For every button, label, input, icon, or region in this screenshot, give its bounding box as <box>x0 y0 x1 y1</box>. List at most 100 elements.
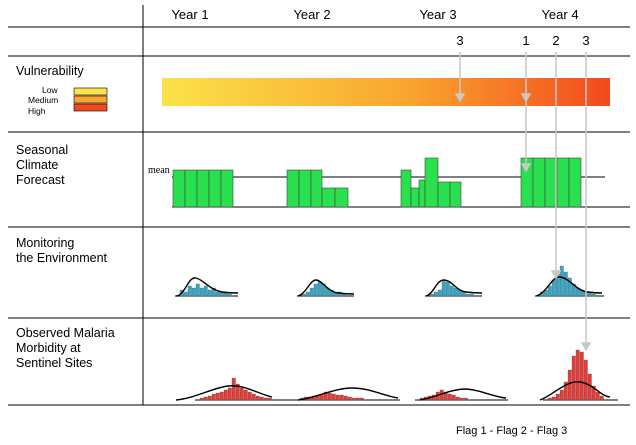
flag-number-2: 2 <box>552 33 560 48</box>
histogram-bar <box>267 397 272 401</box>
histogram-bar <box>259 396 264 401</box>
histogram-bar <box>555 393 560 401</box>
histogram-bar <box>571 355 576 401</box>
flag-arrowhead-3-year3 <box>454 93 466 103</box>
histogram-bar <box>227 293 232 297</box>
histogram-bar <box>335 394 340 401</box>
forecast-bar <box>418 179 426 208</box>
density-curve <box>539 381 611 401</box>
histogram-bar <box>263 397 268 401</box>
forecast-bar <box>556 157 570 208</box>
histogram-bar <box>327 392 332 401</box>
histogram-bar <box>443 391 448 401</box>
flags-footer: Flag 1 - Flag 2 - Flag 3 <box>456 425 568 437</box>
histogram-bar <box>251 393 256 401</box>
year-2-header: Year 2 <box>293 7 331 22</box>
flag-arrowhead-1-lower <box>520 163 532 173</box>
vulnerability-gradient-bar <box>162 78 610 106</box>
environment-histograms <box>175 265 604 297</box>
legend-label-low: Low <box>42 85 58 95</box>
histogram-bar <box>587 292 592 297</box>
histogram-bar <box>215 291 220 297</box>
histogram-bar <box>211 287 216 297</box>
histogram-bar <box>455 396 460 401</box>
forecast-bar <box>310 169 323 208</box>
row-label-malaria: Observed Malaria Morbidity at Sentinel S… <box>16 326 115 370</box>
histogram-bar <box>203 396 208 401</box>
histogram-bar <box>453 287 458 297</box>
histogram-bar <box>599 395 604 401</box>
forecast-bar <box>184 169 198 208</box>
year-3-header: Year 3 <box>419 7 457 22</box>
forecast-bar <box>449 181 462 208</box>
forecast-bar <box>220 169 234 208</box>
histogram-bar <box>449 285 454 297</box>
flag-number-3-year4: 3 <box>582 33 590 48</box>
histogram-bar <box>255 395 260 401</box>
forecast-bar <box>208 169 222 208</box>
histogram-bar <box>447 393 452 401</box>
forecast-bar <box>544 157 558 208</box>
row-label-vulnerability: Vulnerability <box>16 64 84 78</box>
histogram-bar <box>351 397 356 401</box>
density-curve <box>175 385 273 401</box>
legend-label-medium: Medium <box>28 95 59 105</box>
histogram-bar <box>309 287 314 297</box>
forecast-bar <box>437 181 451 208</box>
histogram-bar <box>543 289 548 297</box>
flag-arrowhead-2 <box>550 270 562 280</box>
forecast-bar <box>424 157 439 208</box>
vulnerability-legend-swatches <box>73 87 108 112</box>
histogram-bar <box>215 392 220 401</box>
flag-arrows <box>454 52 592 352</box>
histogram-bar <box>359 397 364 401</box>
histogram-bar <box>207 395 212 401</box>
histogram-bar <box>459 397 464 401</box>
legend-label-high: High <box>28 106 46 116</box>
histogram-bar <box>563 381 568 401</box>
density-curve <box>419 388 507 401</box>
forecast-bar <box>410 187 420 208</box>
forecast-bar <box>196 169 210 208</box>
histogram-bar <box>441 279 446 297</box>
histogram-bar <box>567 277 572 297</box>
flag-number-1: 1 <box>522 33 530 48</box>
histogram-bar <box>451 394 456 401</box>
histogram-bar <box>567 369 572 401</box>
histogram-bar <box>559 389 564 401</box>
legend-swatch-low <box>73 87 108 96</box>
forecast-bars <box>172 157 582 208</box>
forecast-bar <box>298 169 312 208</box>
histogram-bar <box>429 293 434 297</box>
forecast-bar <box>172 169 186 208</box>
forecast-bar <box>334 187 349 208</box>
histogram-bar <box>433 291 438 297</box>
histogram-bar <box>187 285 192 297</box>
histogram-bar <box>231 377 236 401</box>
histogram-bar <box>469 293 474 297</box>
histogram-bar <box>207 289 212 297</box>
density-curve <box>175 277 239 297</box>
histogram-bar <box>579 351 584 401</box>
flag-number-3-year3: 3 <box>456 33 464 48</box>
row-label-environment: Monitoring the Environment <box>16 236 108 265</box>
density-curve <box>297 279 355 297</box>
histogram-bar <box>575 349 580 401</box>
histogram-bar <box>305 291 310 297</box>
histogram-bar <box>355 397 360 401</box>
histogram-bar <box>437 289 442 297</box>
year-4-header: Year 4 <box>541 7 579 22</box>
year-1-header: Year 1 <box>171 7 209 22</box>
histogram-bar <box>591 385 596 401</box>
histogram-bar <box>563 271 568 297</box>
density-curve <box>425 279 483 297</box>
histogram-bar <box>591 293 596 297</box>
histogram-bar <box>465 293 470 297</box>
histogram-bar <box>323 391 328 401</box>
density-curve <box>297 387 399 401</box>
histogram-bar <box>595 391 600 401</box>
histogram-bar <box>463 397 468 401</box>
histogram-bar <box>211 393 216 401</box>
malaria-histograms <box>175 349 618 401</box>
